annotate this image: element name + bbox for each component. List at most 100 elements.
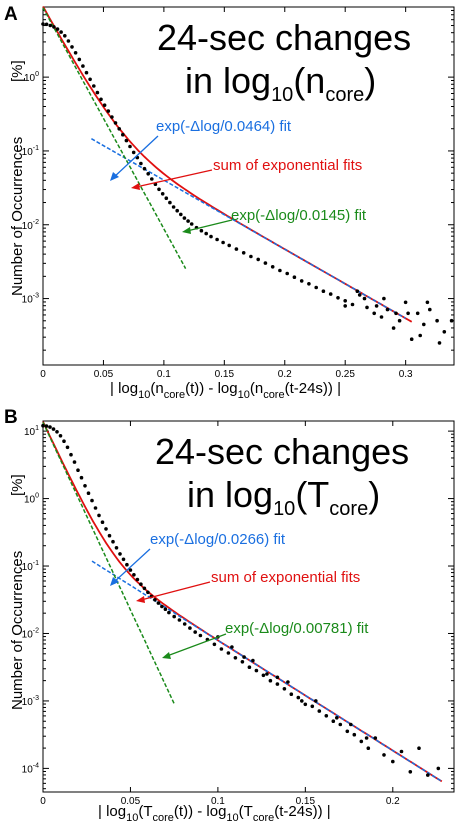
panel-b-data-point (146, 590, 150, 595)
panel-a-data-point (403, 300, 408, 305)
panel-a-data-point (336, 296, 340, 300)
panel-a-data-point (157, 187, 161, 192)
panel-b-data-point (58, 434, 63, 438)
panel-a-data-point (391, 326, 396, 330)
panel-a-fit1-arrowhead (110, 172, 119, 181)
panel-b-fit2-arrow (166, 633, 227, 657)
panel-b-title-paren-close: ) (368, 474, 380, 515)
panel-a-data-point (70, 45, 74, 49)
panel-a-data-point (372, 311, 377, 316)
panel-a-data-point (437, 341, 442, 345)
panel-b-xtick-label: 0.2 (386, 796, 400, 807)
panel-a-data-point (221, 240, 225, 245)
panel-a-data-point (55, 27, 60, 31)
panel-a-data-point (382, 296, 386, 301)
panel-a-sum-arrow (135, 169, 213, 188)
panel-a-fit1-arrow (112, 135, 159, 179)
panel-a-plot-frame (42, 6, 455, 366)
panel-a-data-point (139, 161, 143, 166)
panel-a-title-sub10: 10 (271, 84, 293, 106)
panel-b-ylabel: Number of Occurrences (9, 551, 26, 710)
panel-b-data-point (212, 642, 217, 647)
panel-b-data-point (310, 704, 315, 709)
panel-b-ytick-label: 10-2 (22, 627, 39, 640)
panel-a-data-point (362, 296, 367, 301)
panel-b-data-point (198, 633, 203, 638)
panel-b-data-point (121, 557, 126, 562)
panel-b-data-point (324, 714, 329, 718)
panel-b-data-point (107, 533, 112, 538)
panel-b-data-point (261, 673, 266, 678)
panel-a-data-point (113, 121, 118, 125)
panel-a-data-point (343, 304, 348, 308)
panel-b-data-point (86, 491, 91, 496)
panel-b-data-point (118, 552, 122, 556)
panel-b-title-subcore: core (329, 498, 368, 520)
panel-a-data-point (355, 289, 360, 294)
panel-a-yunit: [%] (9, 60, 26, 82)
panel-a-data-point (66, 39, 71, 43)
panel-b-data-point (426, 773, 430, 777)
panel-b-data-point (233, 656, 238, 660)
panel-a-data-point (428, 307, 432, 312)
panel-a-data-point (241, 251, 246, 255)
panel-a-data-point (374, 304, 379, 308)
panel-b-fit2-label: exp(-Δlog/0.00781) fit (225, 620, 369, 637)
panel-b-data-point (345, 729, 350, 734)
panel-b-data-point (359, 739, 364, 744)
panel-b-data-point (93, 506, 98, 510)
panel-a-data-point (88, 77, 92, 82)
panel-a-fit2-arrowhead (182, 227, 191, 234)
panel-a-data-point (227, 243, 231, 248)
panel-a-data-point (406, 311, 410, 316)
panel-a-data-point (256, 257, 261, 262)
panel-a-data-point (234, 247, 239, 251)
panel-b-data-point (135, 577, 140, 582)
panel-a-data-point (106, 109, 111, 113)
panel-b-xlabel: | log10(Tcore(t)) - log10(Tcore(t-24s)) … (98, 803, 331, 823)
panel-b-data-point (296, 695, 301, 700)
panel-a-data-point (117, 127, 121, 131)
panel-b-data-point (373, 736, 378, 740)
panel-b-title-line2: in log10(Tcore) (187, 474, 380, 520)
panel-a-data-point (73, 51, 78, 55)
panel-b-data-point (417, 746, 421, 750)
panel-b-data-point (167, 610, 171, 615)
panel-a-title-paren-open: (n (293, 60, 325, 101)
panel-a-data-point (164, 196, 169, 200)
panel-b-fit1-arrow (112, 548, 151, 584)
panel-b-yunit: [%] (9, 474, 26, 496)
panel-a-data-point (124, 138, 129, 143)
panel-b-data-point (352, 732, 357, 737)
panel-a-data-point (343, 299, 348, 303)
panel-a-data-point (63, 34, 67, 38)
panel-b-data-point (163, 607, 168, 611)
panel-a-data-point (142, 166, 147, 171)
panel-a-data-point (270, 265, 275, 269)
panel-b-data-point (104, 527, 108, 531)
panel-b-data-point (230, 645, 234, 649)
panel-a-data-point (99, 97, 103, 102)
panel-a-letter: A (4, 4, 18, 25)
panel-a-data-point (146, 172, 150, 176)
panel-a-sum-arrowhead (131, 183, 140, 190)
panel-b-letter: B (4, 407, 18, 428)
panel-b-data-point (51, 427, 56, 431)
panel-a-data-point (350, 302, 355, 307)
panel-a-fit1-label: exp(-Δlog/0.0464) fit (156, 118, 292, 135)
panel-a-data-point (168, 200, 172, 205)
panel-a-data-point (435, 318, 439, 323)
panel-b-data-point (399, 749, 404, 754)
panel-a-data-point (150, 177, 154, 181)
panel-a-title-log: in log (185, 60, 271, 101)
panel-b-data-point (366, 746, 371, 750)
panel-a-data-point (314, 285, 319, 290)
panel-b-data-point (97, 513, 101, 518)
panel-b-data-point (408, 770, 413, 774)
panel-b-title-sub10: 10 (273, 498, 295, 520)
panel-b-data-point (219, 647, 224, 651)
panel-a-ytick-label: 100 (24, 71, 39, 84)
panel-b-data-point (111, 539, 115, 544)
panel-a-data-point (204, 231, 208, 236)
